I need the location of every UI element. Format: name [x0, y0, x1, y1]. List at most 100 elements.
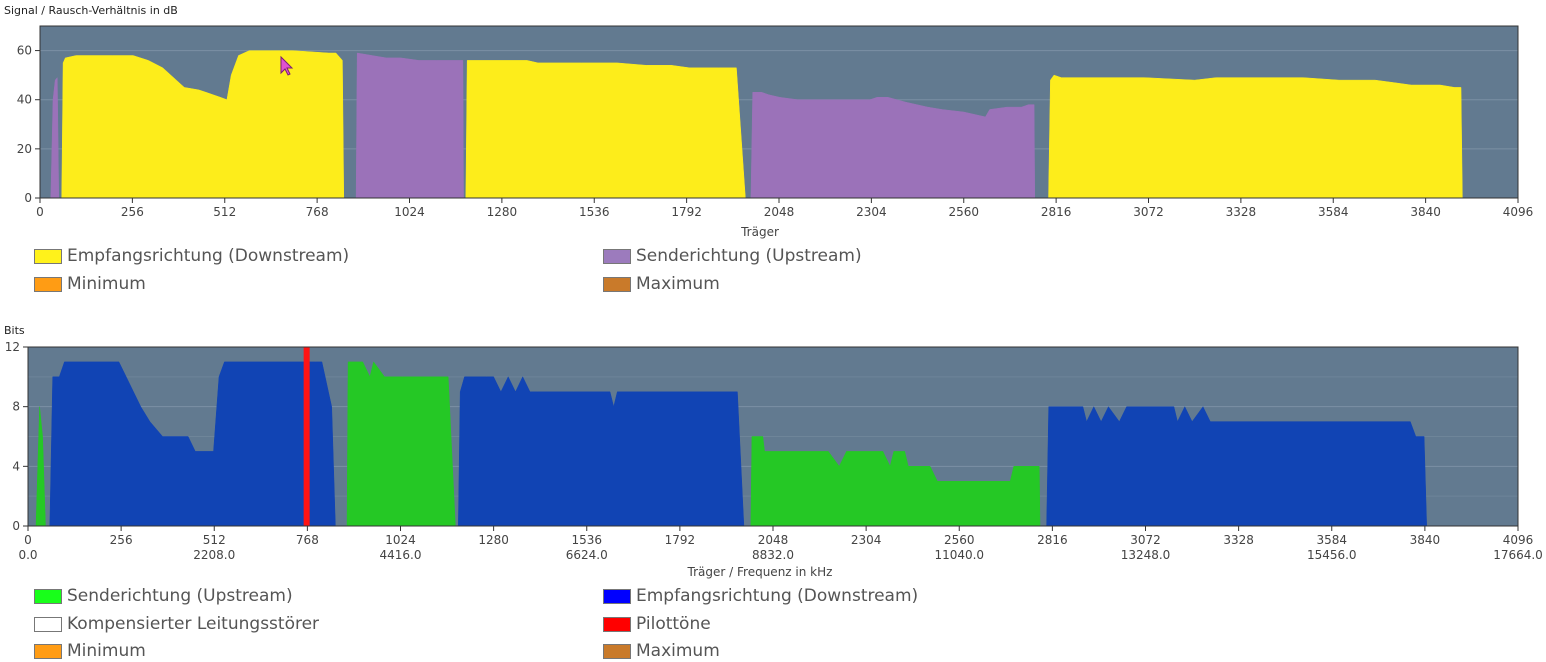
legend-label: Pilottöne [636, 614, 711, 634]
x-tick-label: 2816 [1037, 533, 1068, 547]
mouse-cursor-icon [280, 55, 294, 76]
legend-swatch [603, 248, 631, 264]
series-area-a-segment-1 [355, 52, 464, 199]
x-tick-label: 3584 [1316, 533, 1347, 547]
x-tick-label: 256 [121, 205, 144, 219]
x-tick-label: 3072 [1130, 533, 1161, 547]
legend-swatch [34, 276, 62, 292]
legend-swatch [603, 588, 631, 604]
series-area-b-segment-2 [1046, 406, 1427, 527]
series-area-b-segment-0 [49, 361, 336, 527]
y-tick-label: 0 [12, 519, 20, 533]
legend-swatch [34, 616, 62, 632]
x-tick-label: 4096 [1503, 533, 1534, 547]
legend-label: Empfangsrichtung (Downstream) [636, 586, 919, 606]
legend-label: Minimum [67, 641, 146, 661]
x-tick-label: 3840 [1410, 205, 1441, 219]
bits-legend-upstream[interactable]: Senderichtung (Upstream) [34, 585, 293, 607]
legend-label: Empfangsrichtung (Downstream) [67, 246, 350, 266]
legend-swatch [603, 276, 631, 292]
x-tick-label: 2304 [851, 533, 882, 547]
x-tick-label: 3840 [1410, 533, 1441, 547]
y-tick-label: 12 [5, 340, 20, 354]
freq-tick-label: 6624.0 [566, 548, 608, 562]
x-tick-label: 1792 [665, 533, 696, 547]
x-tick-label: 2560 [948, 205, 979, 219]
legend-label: Minimum [67, 274, 146, 294]
series-area-b-segment-1 [465, 60, 746, 199]
snr-chart: 0 20 40 60 0 256 512 768 1024 1280 1536 1792 2048 230… [17, 25, 1534, 219]
bits-chart-title: Bits [4, 324, 25, 337]
bits-legend-maximum[interactable]: Maximum [603, 640, 720, 662]
x-tick-label: 256 [110, 533, 133, 547]
x-tick-label: 1024 [394, 205, 425, 219]
x-tick-label: 2816 [1041, 205, 1072, 219]
legend-label: Maximum [636, 274, 720, 294]
snr-legend-downstream[interactable]: Empfangsrichtung (Downstream) [34, 245, 349, 267]
snr-legend-maximum[interactable]: Maximum [603, 273, 720, 295]
freq-tick-label: 8832.0 [752, 548, 794, 562]
series-area-a-segment-2 [750, 436, 1041, 527]
series-area-a-segment-2 [750, 92, 1036, 199]
legend-label: Kompensierter Leitungsstörer [67, 614, 320, 634]
x-tick-label: 4096 [1503, 205, 1534, 219]
x-tick-label: 1792 [671, 205, 702, 219]
x-tick-label: 3328 [1223, 533, 1254, 547]
snr-legend-minimum[interactable]: Minimum [34, 273, 146, 295]
x-tick-label: 2560 [944, 533, 975, 547]
snr-chart-xlabel: Träger [740, 225, 779, 239]
series-area-a-segment-1 [346, 361, 456, 527]
freq-tick-label: 2208.0 [193, 548, 235, 562]
x-tick-label: 2048 [764, 205, 795, 219]
x-tick-label: 0 [24, 533, 32, 547]
legend-label: Senderichtung (Upstream) [67, 586, 293, 606]
y-tick-label: 40 [17, 93, 32, 107]
legend-label: Maximum [636, 641, 720, 661]
snr-legend-upstream[interactable]: Senderichtung (Upstream) [603, 245, 862, 267]
legend-swatch [603, 616, 631, 632]
x-tick-label: 1280 [487, 205, 518, 219]
freq-tick-label: 4416.0 [380, 548, 422, 562]
x-tick-label: 1536 [579, 205, 610, 219]
snr-chart-title: Signal / Rausch-Verhältnis in dB [4, 4, 178, 17]
x-tick-label: 2304 [856, 205, 887, 219]
x-tick-label: 3584 [1318, 205, 1349, 219]
x-tick-label: 512 [213, 205, 236, 219]
x-tick-label: 2048 [758, 533, 789, 547]
legend-label: Senderichtung (Upstream) [636, 246, 862, 266]
freq-tick-label: 17664.0 [1493, 548, 1543, 562]
bits-legend-pilot-tones[interactable]: Pilottöne [603, 613, 711, 635]
y-tick-label: 0 [24, 191, 32, 205]
x-tick-label: 768 [306, 205, 329, 219]
bits-legend-downstream[interactable]: Empfangsrichtung (Downstream) [603, 585, 918, 607]
legend-swatch [34, 643, 62, 659]
bits-chart-xlabel: Träger / Frequenz in kHz [687, 565, 833, 579]
bits-legend-compensated-interferer[interactable]: Kompensierter Leitungsstörer [34, 613, 319, 635]
x-tick-label: 0 [36, 205, 44, 219]
x-tick-label: 1536 [571, 533, 602, 547]
series-area-b-segment-0 [61, 50, 345, 199]
x-tick-label: 512 [203, 533, 226, 547]
x-tick-label: 1280 [478, 533, 509, 547]
x-tick-label: 3072 [1133, 205, 1164, 219]
pilot-tone-marker [303, 347, 310, 526]
series-area-b-segment-1 [458, 376, 745, 527]
freq-tick-label: 15456.0 [1307, 548, 1357, 562]
series-area-b-segment-2 [1048, 74, 1463, 199]
y-tick-label: 4 [12, 459, 20, 473]
x-tick-label: 3328 [1226, 205, 1257, 219]
freq-tick-label: 13248.0 [1121, 548, 1171, 562]
legend-swatch [603, 643, 631, 659]
freq-tick-label: 11040.0 [934, 548, 984, 562]
y-tick-label: 20 [17, 142, 32, 156]
freq-tick-label: 0.0 [18, 548, 37, 562]
y-tick-label: 8 [12, 400, 20, 414]
x-tick-label: 1024 [385, 533, 416, 547]
y-tick-label: 60 [17, 44, 32, 58]
x-tick-label: 768 [296, 533, 319, 547]
bits-legend-minimum[interactable]: Minimum [34, 640, 146, 662]
legend-swatch [34, 248, 62, 264]
legend-swatch [34, 588, 62, 604]
